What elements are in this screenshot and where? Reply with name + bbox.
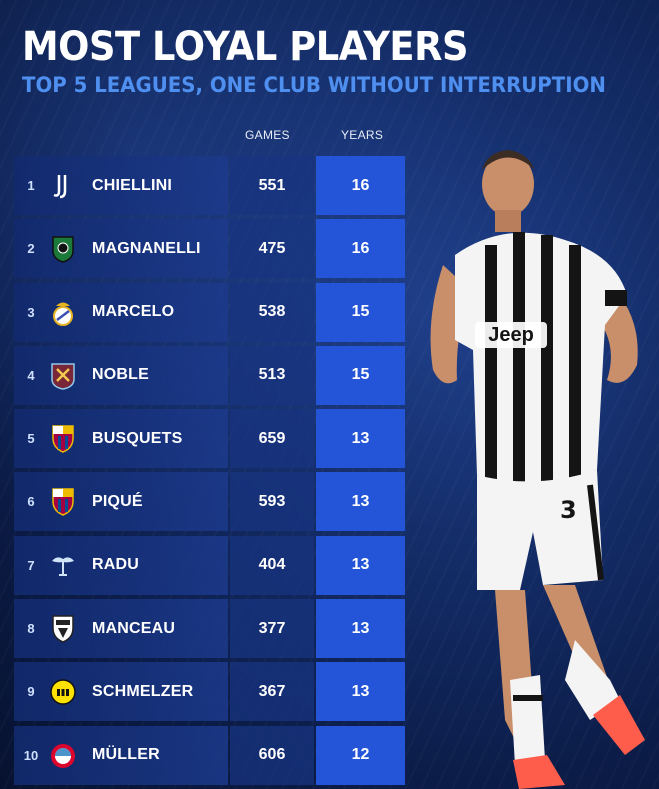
row-player-cell: 2 MAGNANELLI: [14, 219, 228, 279]
shorts-number: 3: [560, 496, 577, 524]
rank-number: 8: [27, 621, 35, 637]
rank-number: 7: [27, 557, 35, 573]
rank-number: 9: [27, 684, 35, 700]
player-name: BUSQUETS: [92, 429, 183, 447]
angers-crest-icon: [52, 615, 74, 643]
player-name: MANCEAU: [92, 619, 176, 637]
games-cell: 606: [230, 725, 314, 785]
years-cell: 13: [316, 409, 405, 469]
player-name: SCHMELZER: [92, 682, 194, 700]
barcelona-crest-icon: [52, 425, 74, 453]
games-cell: 659: [230, 409, 314, 469]
rank-number: 3: [27, 304, 35, 320]
games-cell: 551: [230, 156, 314, 215]
page-subtitle: TOP 5 LEAGUES, ONE CLUB WITHOUT INTERRUP…: [22, 73, 606, 97]
table-row: 4 NOBLE 513 15: [14, 345, 406, 405]
player-name: RADU: [92, 556, 140, 574]
player-photo: Jeep 3: [430, 150, 645, 789]
rank-number: 10: [23, 747, 39, 763]
barcelona-crest-icon: [52, 488, 74, 517]
rank-number: 2: [27, 241, 35, 257]
shirt-sponsor-plate: [475, 322, 547, 348]
player-name: MÜLLER: [92, 746, 160, 764]
row-player-cell: 7 RADU: [14, 535, 228, 595]
juventus-crest-icon: [53, 175, 67, 199]
years-cell: 15: [316, 345, 405, 405]
column-header-years: YEARS: [341, 128, 384, 142]
games-cell: 513: [230, 345, 314, 405]
games-cell: 367: [230, 662, 314, 722]
years-cell: 13: [316, 535, 405, 595]
bayern-crest-icon: [51, 743, 75, 768]
years-cell: 13: [316, 472, 405, 532]
years-cell: 15: [316, 282, 405, 342]
table-row: 5 BUSQUETS 659 13: [14, 409, 406, 469]
years-cell: 12: [316, 725, 405, 785]
row-player-cell: 5 BUSQUETS: [14, 409, 228, 469]
table-row: 10 MÜLLER 606 12: [14, 725, 406, 785]
rank-number: 6: [27, 494, 35, 510]
player-name: MARCELO: [92, 303, 175, 321]
column-header-games: GAMES: [245, 128, 290, 142]
games-cell: 593: [230, 472, 314, 532]
games-cell: 404: [230, 535, 314, 595]
west-ham-crest-icon: [51, 363, 75, 390]
row-player-cell: 6 PIQUÉ: [14, 472, 228, 532]
table-row: 7 RADU 404 13: [14, 535, 406, 595]
player-name: CHIELLINI: [92, 176, 173, 194]
ranking-table: 1 CHIELLINI 551 16 2 MAGNANELLI 475 16 3: [14, 156, 406, 789]
table-row: 8 MANCEAU 377 13: [14, 599, 406, 659]
years-cell: 13: [316, 662, 405, 722]
dortmund-crest-icon: [50, 679, 76, 706]
table-row: 2 MAGNANELLI 475 16: [14, 219, 406, 279]
row-player-cell: 4 NOBLE: [14, 345, 228, 405]
row-player-cell: 10 MÜLLER: [14, 725, 228, 785]
table-row: 9 SCHMELZER 367 13: [14, 662, 406, 722]
player-name: MAGNANELLI: [92, 239, 201, 257]
row-player-cell: 1 CHIELLINI: [14, 156, 228, 215]
sassuolo-crest-icon: [52, 236, 74, 264]
player-name: NOBLE: [92, 366, 149, 384]
table-row: 6 PIQUÉ 593 13: [14, 472, 406, 532]
row-player-cell: 8 MANCEAU: [14, 599, 228, 659]
table-row: 3 MARCELO 538 15: [14, 282, 406, 342]
row-player-cell: 9 SCHMELZER: [14, 662, 228, 722]
years-cell: 16: [316, 219, 405, 279]
shirt-sponsor-text: Jeep: [488, 324, 534, 346]
row-player-cell: 3 MARCELO: [14, 282, 228, 342]
games-cell: 538: [230, 282, 314, 342]
table-row: 1 CHIELLINI 551 16: [14, 156, 406, 215]
years-cell: 13: [316, 599, 405, 659]
lazio-crest-icon: [52, 557, 74, 576]
rank-number: 4: [27, 367, 35, 383]
rank-number: 1: [27, 178, 35, 193]
games-cell: 475: [230, 219, 314, 279]
games-cell: 377: [230, 599, 314, 659]
page-title: MOST LOYAL PLAYERS: [22, 24, 469, 70]
player-name: PIQUÉ: [92, 492, 143, 510]
real-madrid-crest-icon: [53, 302, 73, 326]
years-cell: 16: [316, 156, 405, 215]
rank-number: 5: [27, 431, 35, 447]
